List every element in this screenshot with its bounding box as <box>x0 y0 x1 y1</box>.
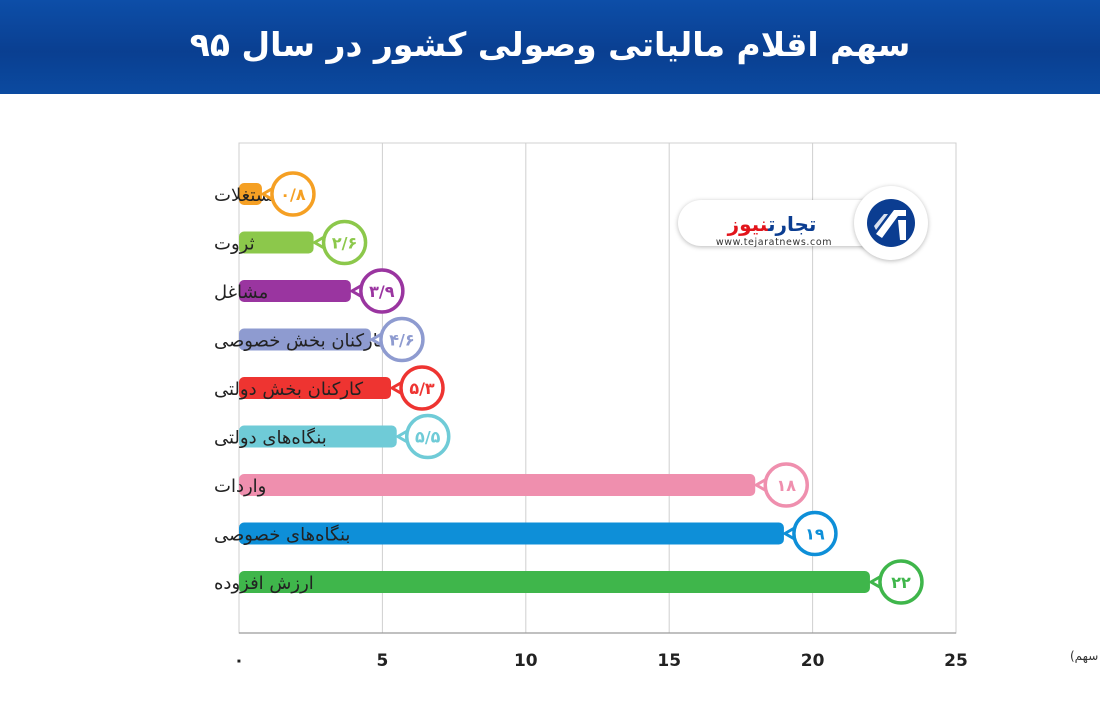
category-label: ارزش افزوده <box>214 573 314 594</box>
value-label: ۲۲ <box>891 573 911 592</box>
logo-url: www.tejaratnews.com <box>715 237 833 248</box>
x-tick-label: ۰ <box>234 651 244 671</box>
header-banner: سهم اقلام مالیاتی وصولی کشور در سال ۹۵ <box>0 0 1100 94</box>
x-axis-label: (درصد سهم) <box>1070 649 1100 664</box>
value-label: ۳/۹ <box>369 282 395 301</box>
bar <box>239 183 262 205</box>
bar <box>239 474 756 496</box>
category-label: کارکنان بخش دولتی <box>214 379 364 400</box>
category-label: بنگاه‌های دولتی <box>214 427 327 449</box>
bar <box>239 377 392 399</box>
logo-name-part2: نیوز <box>727 212 768 236</box>
bar <box>239 522 784 545</box>
value-callout <box>359 268 405 314</box>
value-label: ۴/۶ <box>389 331 414 350</box>
bar <box>239 280 351 302</box>
x-tick-label: 5 <box>376 651 388 671</box>
value-label: ۱۹ <box>805 525 825 544</box>
value-callout <box>379 316 425 363</box>
value-callout <box>321 219 368 266</box>
value-label: ۵/۵ <box>415 428 441 447</box>
category-label: بنگاه‌های خصوصی <box>214 524 350 546</box>
value-callout <box>270 171 316 217</box>
value-callout <box>399 365 445 411</box>
logo-emblem <box>854 186 928 260</box>
bar <box>239 328 371 351</box>
logo-pill: تجارتنیوز <box>678 200 888 246</box>
category-label: کارکنان بخش خصوصی <box>214 331 387 352</box>
x-tick-label: 10 <box>514 651 538 671</box>
x-tick-label: 20 <box>801 651 825 671</box>
tejaratnews-logo: تجارتنیوز www.tejaratnews.com <box>678 186 930 264</box>
x-tick-label: 15 <box>657 651 681 671</box>
value-label: ۵/۳ <box>409 379 435 398</box>
value-callout <box>404 413 451 460</box>
category-label: ثروت <box>214 234 255 255</box>
logo-wordmark: تجارتنیوز <box>686 212 858 236</box>
value-label: ۱۸ <box>776 476 796 495</box>
chart-title: سهم اقلام مالیاتی وصولی کشور در سال ۹۵ <box>189 25 911 64</box>
category-label: مستغلات <box>214 185 282 206</box>
value-callout <box>792 510 838 557</box>
value-label: ۲/۶ <box>332 234 357 253</box>
category-label: مشاغل <box>214 282 268 303</box>
category-label: واردات <box>214 476 266 497</box>
bar <box>239 571 870 593</box>
value-callout <box>878 559 924 605</box>
bar <box>239 231 314 254</box>
value-label: ۰/۸ <box>280 185 306 204</box>
value-callout <box>763 462 809 508</box>
x-tick-label: 25 <box>944 651 968 671</box>
bar <box>239 425 397 448</box>
logo-name-part1: تجارت <box>767 212 817 236</box>
logo-emblem-icon <box>867 199 915 247</box>
